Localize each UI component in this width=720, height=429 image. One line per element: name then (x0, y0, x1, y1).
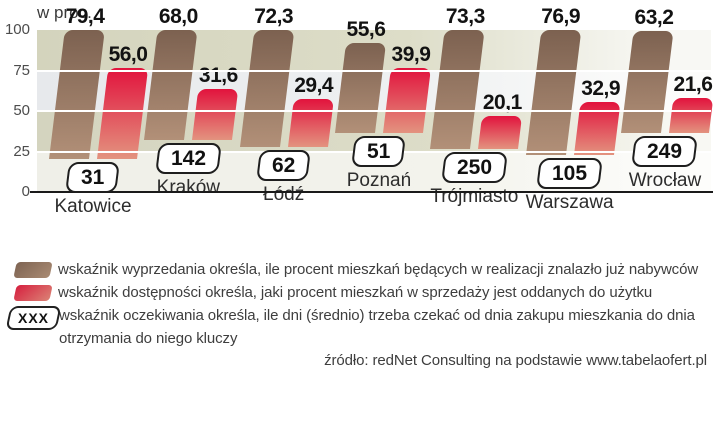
city-label-wrocław: Wrocław (628, 170, 702, 191)
y-tick-75: 75 (13, 61, 30, 79)
sellout-bar-poznań: 55,6 (334, 18, 387, 133)
bar-group-warszawa: 76,9 32,9 105 Warszawa (525, 5, 621, 213)
value-label: 73,3 (445, 5, 485, 28)
legend-text-waiting: wskaźnik oczekiwania określa, ile dni (ś… (59, 307, 695, 347)
gridline-75 (37, 69, 711, 72)
xxx-badge-icon: XXX (5, 306, 62, 330)
chart-title: w proc. (37, 3, 92, 22)
waiting-days-badge-katowice: 31 (65, 162, 121, 193)
availability-bar-trójmiasto: 20,1 (478, 91, 523, 149)
city-label-poznań: Poznań (346, 170, 412, 191)
waiting-days-badge-wrocław: 249 (631, 136, 699, 167)
red-bar-swatch-icon (13, 285, 53, 301)
sellout-bar-łódź: 72,3 (239, 5, 295, 147)
value-label: 68,0 (158, 5, 198, 28)
y-tick-100: 100 (4, 21, 30, 38)
waiting-days-badge-poznań: 51 (351, 136, 407, 167)
value-label: 63,2 (634, 6, 674, 29)
city-label-katowice: Katowice (54, 196, 132, 217)
sellout-bar-kraków: 68,0 (144, 5, 198, 140)
legend: wskaźnik wyprzedania określa, ile procen… (5, 258, 714, 350)
sellout-bar-trójmiasto: 73,3 (430, 5, 485, 149)
plot-area: 79,4 56,0 31 Katowice 68,0 31,6 142 Kraków 72,3 2… (30, 5, 714, 217)
waiting-days-badge-warszawa: 105 (536, 158, 604, 189)
bar-group-wrocław: 63,2 21,6 249 Wrocław (620, 6, 714, 192)
y-tick-25: 25 (13, 142, 30, 160)
brown-bar-swatch-icon (13, 262, 53, 278)
sellout-bar-katowice: 79,4 (49, 5, 105, 159)
value-label: 20,1 (482, 91, 522, 114)
availability-bar-poznań: 39,9 (382, 43, 431, 133)
waiting-days-badge-łódź: 62 (256, 150, 312, 181)
legend-item-sellout: wskaźnik wyprzedania określa, ile procen… (8, 258, 714, 281)
legend-text-sellout: wskaźnik wyprzedania określa, ile procen… (58, 261, 699, 278)
y-tick-50: 50 (13, 102, 30, 119)
gridline-50 (37, 110, 711, 112)
value-label: 72,3 (254, 5, 294, 28)
value-label: 31,6 (198, 64, 238, 87)
value-label: 21,6 (673, 73, 713, 96)
bar-group-łódź: 72,3 29,4 62 Łódź (239, 5, 334, 205)
legend-item-waiting: XXX wskaźnik oczekiwania określa, ile dn… (5, 304, 714, 350)
value-label: 76,9 (541, 5, 581, 28)
value-label: 29,4 (294, 74, 334, 97)
legend-text-availability: wskaźnik dostępności określa, jaki proce… (58, 284, 653, 301)
sellout-bar-warszawa: 76,9 (525, 5, 581, 155)
sellout-bar-wrocław: 63,2 (620, 6, 674, 133)
waiting-days-badge-trójmiasto: 250 (440, 152, 508, 183)
value-label: 39,9 (391, 43, 431, 66)
value-label: 56,0 (108, 43, 148, 66)
bar-group-poznań: 55,6 39,9 51 Poznań (334, 18, 431, 192)
waiting-days-badge-kraków: 142 (154, 143, 222, 174)
availability-bar-kraków: 31,6 (192, 64, 239, 140)
city-label-warszawa: Warszawa (525, 192, 614, 213)
availability-bar-warszawa: 32,9 (573, 77, 621, 155)
legend-item-availability: wskaźnik dostępności określa, jaki proce… (8, 281, 714, 304)
x-axis-baseline (30, 191, 713, 193)
y-tick-0: 0 (21, 183, 30, 200)
availability-bar-katowice: 56,0 (97, 43, 149, 159)
city-label-łódź: Łódź (263, 184, 305, 205)
value-label: 79,4 (65, 5, 105, 28)
city-label-kraków: Kraków (156, 177, 220, 198)
city-label-trójmiasto: Trójmiasto (430, 186, 519, 207)
availability-bar-łódź: 29,4 (287, 74, 334, 147)
bar-group-katowice: 79,4 56,0 31 Katowice (49, 5, 149, 217)
value-label: 55,6 (346, 18, 386, 41)
source-credit: źródło: redNet Consulting na podstawie w… (324, 352, 707, 369)
availability-bar-wrocław: 21,6 (668, 73, 714, 133)
value-label: 32,9 (581, 77, 621, 100)
